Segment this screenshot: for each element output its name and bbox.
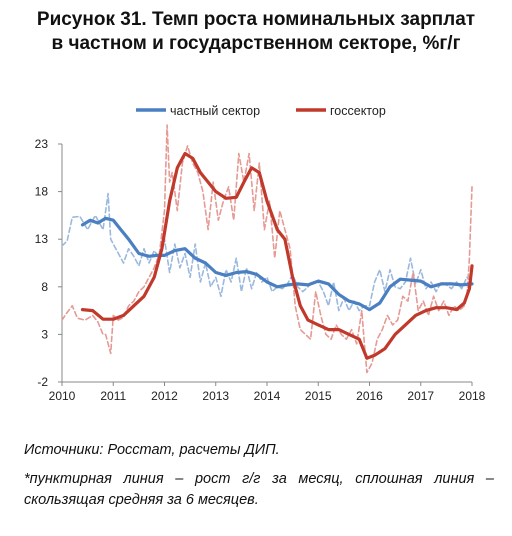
plot-frame: -2 3 8 13 18 23 2010 2011 2012 2013 2014 2015 2016 20… <box>35 137 486 403</box>
x-tick-label: 2015 <box>305 389 332 403</box>
private-sector-line <box>80 216 474 312</box>
line-chart: -2 3 8 13 18 23 2010 2011 2012 2013 2014 2015 2016 20… <box>35 104 486 403</box>
y-tick-label: 18 <box>35 185 49 199</box>
y-tick-label: 3 <box>41 327 48 341</box>
public-sector-monthly-line <box>61 124 473 374</box>
public-sector-line <box>80 151 474 360</box>
x-tick-label: 2018 <box>459 389 486 403</box>
x-tick-label: 2017 <box>407 389 434 403</box>
x-tick-label: 2011 <box>100 389 126 403</box>
x-tick-label: 2014 <box>254 389 281 403</box>
notes: Источники: Росстат, расчеты ДИП. *пункти… <box>24 440 494 511</box>
chart-title: Рисунок 31. Темп роста номинальных зарпл… <box>0 8 512 56</box>
source-note: Источники: Росстат, расчеты ДИП. <box>24 442 280 458</box>
series-group <box>61 124 474 374</box>
y-tick-label: -2 <box>37 375 48 389</box>
y-tick-label: 13 <box>35 232 49 246</box>
footnote: *пунктирная линия – рост г/г за месяц, с… <box>24 471 494 508</box>
title-line-2: в частном и государственном секторе, %г/… <box>51 33 461 54</box>
x-tick-label: 2012 <box>151 389 178 403</box>
legend-label: госсектор <box>330 104 386 118</box>
legend: частный сектор госсектор <box>136 104 386 118</box>
legend-label: частный сектор <box>170 104 260 118</box>
y-tick-label: 8 <box>41 280 48 294</box>
y-tick-label: 23 <box>35 137 49 151</box>
title-line-1: Рисунок 31. Темп роста номинальных зарпл… <box>36 9 476 30</box>
x-tick-label: 2010 <box>49 389 76 403</box>
private-sector-monthly-line <box>61 192 473 312</box>
x-tick-label: 2016 <box>356 389 383 403</box>
x-tick-label: 2013 <box>202 389 229 403</box>
